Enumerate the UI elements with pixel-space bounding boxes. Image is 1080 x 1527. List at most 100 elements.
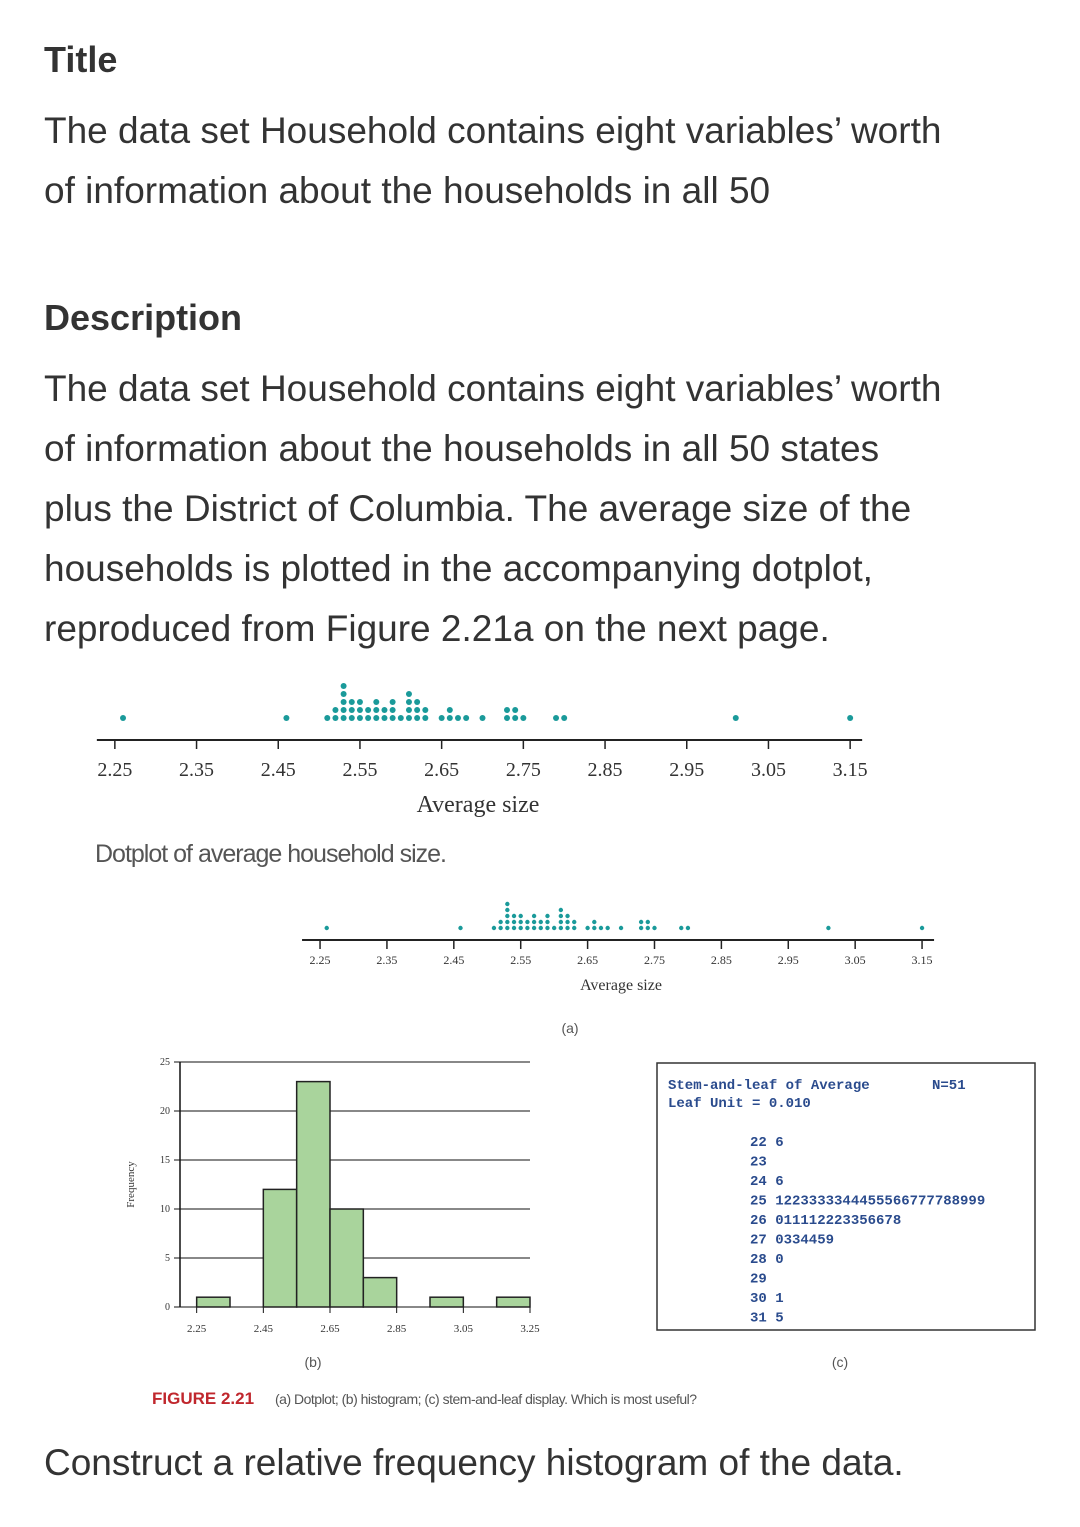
- x-tick-label: 2.95: [669, 759, 704, 781]
- x-tick-label: 3.05: [845, 953, 866, 967]
- dot: [531, 913, 537, 919]
- dot: [551, 925, 557, 931]
- dot: [365, 715, 372, 721]
- x-axis-label: Average size: [417, 792, 540, 818]
- y-tick-label: 25: [160, 1057, 170, 1068]
- dot: [505, 919, 510, 925]
- dot: [605, 925, 610, 931]
- stem-leaf-row: 23: [750, 1155, 767, 1171]
- y-axis-label: Frequency: [125, 1161, 137, 1208]
- dot: [511, 919, 517, 925]
- dot: [446, 707, 453, 713]
- stem-leaf-header: Stem-and-leaf of Average: [668, 1078, 870, 1094]
- figure-text: (a) Dotplot; (b) histogram; (c) stem-and…: [275, 1391, 697, 1407]
- x-tick-label: 2.65: [320, 1323, 340, 1335]
- dot: [340, 707, 347, 713]
- x-tick-label: 2.35: [179, 759, 214, 781]
- dot: [545, 919, 550, 925]
- x-tick-label: 3.15: [912, 953, 933, 967]
- x-tick-label: 2.65: [424, 759, 459, 781]
- dot: [348, 699, 355, 705]
- x-tick-label: 2.85: [588, 759, 623, 781]
- dot: [422, 707, 429, 713]
- x-tick-label: 2.25: [97, 759, 132, 781]
- dot: [373, 699, 380, 705]
- x-tick-label: 2.75: [506, 759, 541, 781]
- dot: [565, 913, 570, 919]
- dot: [512, 715, 519, 721]
- dot: [598, 925, 604, 931]
- dot: [558, 913, 564, 919]
- dot: [414, 699, 421, 705]
- x-tick-label: 2.75: [644, 953, 665, 967]
- dot: [381, 715, 388, 721]
- dot: [348, 715, 355, 721]
- paragraph-line: The data set Household contains eight va…: [44, 110, 941, 151]
- paragraph-line: plus the District of Columbia. The avera…: [44, 488, 911, 529]
- x-tick-label: 3.25: [520, 1323, 540, 1335]
- panel-label: (b): [304, 1354, 321, 1370]
- dot: [491, 925, 497, 931]
- dot: [397, 715, 404, 721]
- x-tick-label: 2.55: [342, 759, 377, 781]
- dot: [414, 715, 421, 721]
- stem-leaf-box: [656, 1062, 1036, 1331]
- x-tick-label: 2.85: [711, 953, 732, 967]
- dot: [438, 715, 445, 721]
- question: Construct a relative frequency histogram…: [44, 1442, 904, 1483]
- dot: [538, 925, 543, 931]
- bar: [429, 1296, 465, 1308]
- stem-leaf-row: 31 5: [750, 1311, 784, 1327]
- dot: [531, 919, 537, 925]
- dot: [389, 715, 396, 721]
- bar: [495, 1296, 531, 1308]
- dot: [340, 691, 347, 697]
- dot: [518, 913, 523, 919]
- dot: [340, 699, 347, 705]
- figure-label: FIGURE 2.21: [152, 1389, 254, 1408]
- stem-leaf-row: 27 0334459: [750, 1233, 834, 1249]
- dot: [348, 707, 355, 713]
- dot: [422, 715, 429, 721]
- x-tick-label: 2.55: [510, 953, 531, 967]
- dot: [572, 919, 577, 925]
- dot: [446, 715, 453, 721]
- section-heading: Title: [44, 39, 117, 80]
- bar: [329, 1208, 365, 1308]
- stem-leaf-row: 28 0: [750, 1252, 784, 1268]
- dot: [498, 925, 503, 931]
- dot: [558, 907, 564, 913]
- dot: [332, 707, 339, 713]
- dot: [505, 907, 510, 913]
- dot: [592, 925, 597, 931]
- dot: [340, 715, 347, 721]
- dot: [479, 715, 486, 721]
- dot: [518, 919, 523, 925]
- dot: [618, 925, 624, 931]
- dot: [389, 699, 396, 705]
- dot: [498, 919, 503, 925]
- dot: [356, 715, 363, 721]
- dot: [405, 707, 412, 713]
- dot: [120, 715, 127, 721]
- dot: [332, 715, 339, 721]
- dot: [340, 683, 347, 689]
- dot: [504, 715, 511, 721]
- stem-leaf-row: 30 1: [750, 1291, 784, 1307]
- x-tick-label: 2.65: [577, 953, 598, 967]
- dot: [525, 925, 530, 931]
- dot: [504, 707, 511, 713]
- dot: [511, 913, 517, 919]
- dot: [389, 707, 396, 713]
- dot: [545, 913, 550, 919]
- dot: [505, 925, 510, 931]
- stem-leaf-unit: Leaf Unit = 0.010: [668, 1096, 811, 1112]
- bar: [262, 1188, 298, 1308]
- dot: [458, 925, 463, 931]
- paragraph-line: households is plotted in the accompanyin…: [44, 548, 873, 589]
- dot: [558, 925, 564, 931]
- y-tick-label: 15: [160, 1155, 170, 1166]
- dot: [405, 691, 412, 697]
- dot: [405, 715, 412, 721]
- y-tick-label: 10: [160, 1204, 170, 1215]
